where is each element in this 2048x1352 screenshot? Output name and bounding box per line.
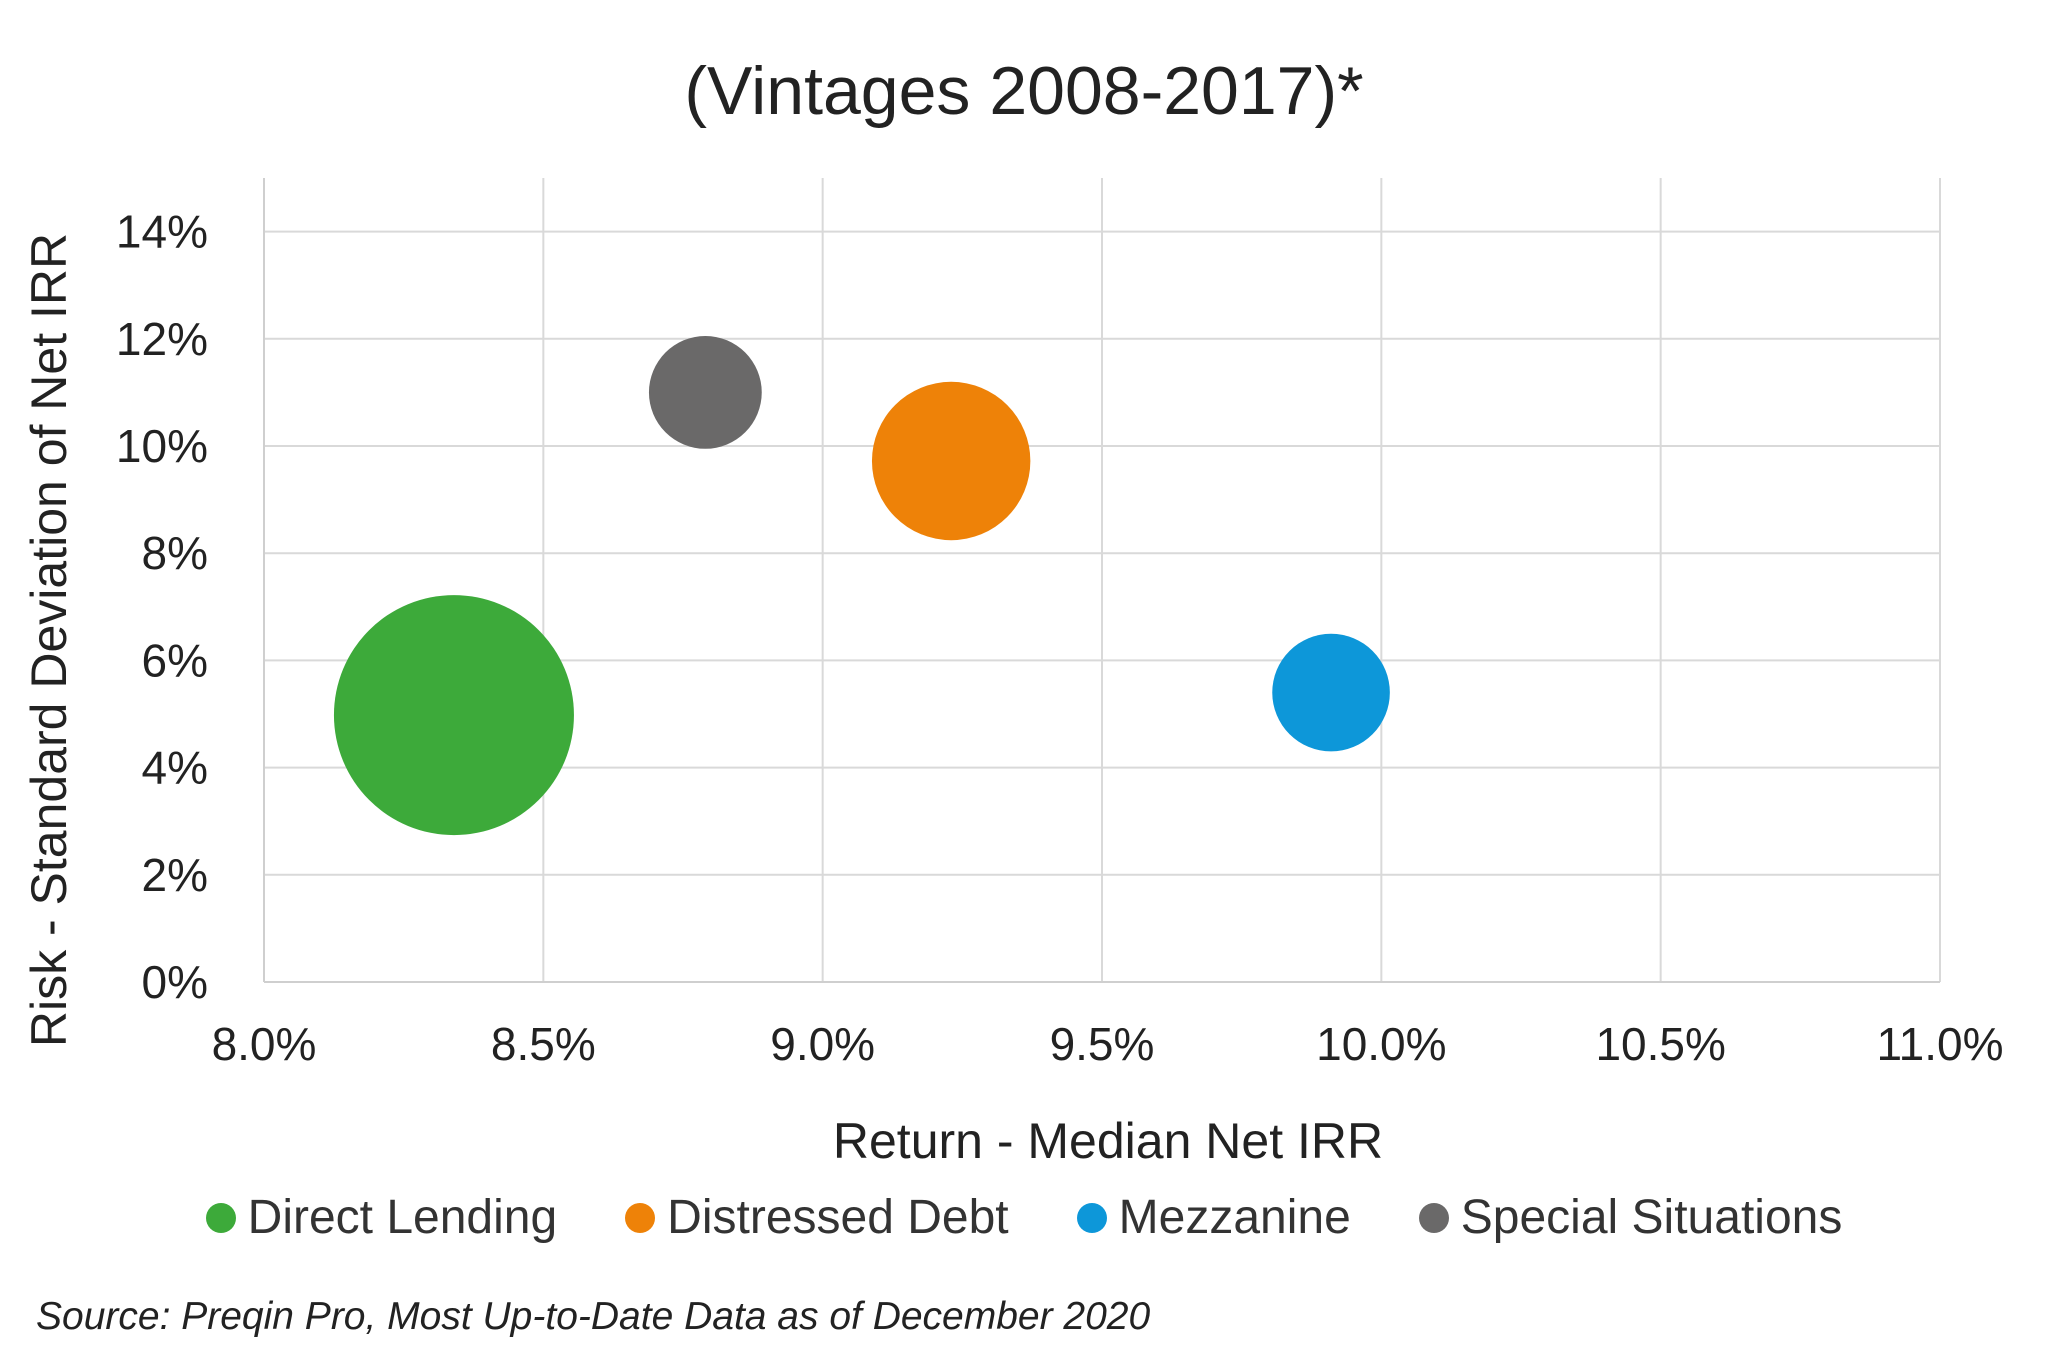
x-axis-label: Return - Median Net IRR xyxy=(833,1113,1383,1169)
gridlines xyxy=(263,178,1941,983)
legend-label: Mezzanine xyxy=(1118,1191,1351,1244)
legend-item-special-situations: Special Situations xyxy=(1418,1190,1843,1245)
legend-swatch xyxy=(1418,1202,1449,1233)
legend-item-distressed-debt: Distressed Debt xyxy=(625,1190,1009,1245)
bubble-direct-lending xyxy=(333,595,574,836)
bubble-distressed-debt xyxy=(871,381,1031,541)
bubble-chart: 8.0% 8.5% 9.0% 9.5% 10.0% 10.5% 11.0% 0% 2% 4% 6% 8… xyxy=(21,178,2004,1169)
legend-label: Direct Lending xyxy=(247,1191,558,1244)
y-tick-label: 12% xyxy=(116,313,208,365)
y-tick-label: 14% xyxy=(116,206,208,258)
bubble-mezzanine xyxy=(1272,633,1390,752)
axes xyxy=(263,178,1940,983)
y-tick-label: 8% xyxy=(142,527,208,579)
legend-label: Special Situations xyxy=(1460,1191,1843,1244)
bubbles xyxy=(333,336,1390,836)
y-tick-label: 2% xyxy=(142,849,208,901)
x-tick-label: 9.0% xyxy=(770,1018,875,1070)
x-tick-label: 10.0% xyxy=(1316,1018,1446,1070)
y-tick-label: 6% xyxy=(142,634,208,686)
x-tick-label: 11.0% xyxy=(1876,1018,2003,1070)
legend-swatch xyxy=(625,1202,656,1233)
x-tick-label: 8.5% xyxy=(491,1018,596,1070)
legend-swatch xyxy=(205,1202,236,1233)
source-note: Source: Preqin Pro, Most Up-to-Date Data… xyxy=(36,1295,1151,1338)
legend-item-mezzanine: Mezzanine xyxy=(1076,1190,1351,1245)
chart-title: (Vintages 2008-2017)* xyxy=(684,53,1364,129)
y-axis-label: Risk - Standard Deviation of Net IRR xyxy=(21,233,77,1047)
legend-swatch xyxy=(1076,1202,1107,1233)
legend: Direct Lending Distressed Debt Mezzanine Sp… xyxy=(0,1190,2048,1245)
x-tick-label: 8.0% xyxy=(212,1018,317,1070)
legend-item-direct-lending: Direct Lending xyxy=(205,1190,558,1245)
x-tick-label: 10.5% xyxy=(1595,1018,1725,1070)
legend-label: Distressed Debt xyxy=(667,1191,1009,1244)
tick-labels: 8.0% 8.5% 9.0% 9.5% 10.0% 10.5% 11.0% 0% 2% 4% 6% 8… xyxy=(116,206,2004,1070)
bubble-special-situations xyxy=(648,336,762,449)
y-tick-label: 10% xyxy=(116,420,208,472)
y-tick-label: 0% xyxy=(142,956,208,1008)
y-tick-label: 4% xyxy=(142,742,208,794)
x-tick-label: 9.5% xyxy=(1050,1018,1155,1070)
